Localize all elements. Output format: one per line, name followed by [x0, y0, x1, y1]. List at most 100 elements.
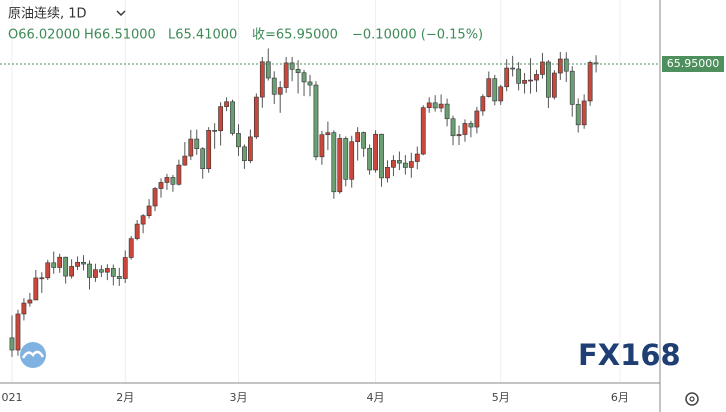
candle-body — [581, 100, 587, 126]
x-tick-label: 3月 — [229, 391, 247, 404]
legend-value: O66.02000 — [8, 28, 80, 43]
candle-body — [569, 70, 575, 105]
candle-body — [450, 118, 456, 137]
candle-body — [307, 81, 313, 86]
candle-body — [540, 61, 545, 75]
candle-body — [224, 101, 229, 107]
candle-body — [146, 205, 152, 216]
candle-body — [51, 262, 57, 268]
candle-body — [15, 313, 21, 351]
candle-body — [242, 146, 247, 162]
candle-body — [158, 182, 164, 189]
candle-body — [349, 141, 355, 180]
candle-body — [176, 164, 182, 185]
candle-body — [528, 79, 533, 82]
candle-body — [587, 62, 593, 102]
last-price-label: 65.95000 — [667, 57, 720, 70]
candle-body — [230, 101, 235, 134]
candle-body — [283, 62, 289, 88]
candle-body — [516, 68, 521, 84]
x-tick-label: 4月 — [367, 391, 385, 404]
legend-value: 收=65.95000 — [252, 28, 338, 43]
legend-value: L65.41000 — [168, 28, 237, 43]
candle-body — [248, 136, 253, 162]
candle-body — [498, 86, 504, 102]
candle-body — [456, 134, 462, 137]
candle-body — [444, 103, 450, 120]
candle-body — [188, 138, 194, 157]
candle-body — [361, 132, 367, 149]
candle-body — [194, 138, 200, 150]
candle-body — [295, 68, 301, 74]
candle-body — [504, 67, 510, 88]
candle-body — [110, 268, 116, 277]
candle-body — [265, 61, 271, 79]
candle-body — [522, 80, 527, 84]
candle-body — [391, 160, 396, 168]
candle-body — [164, 177, 170, 183]
candle-body — [75, 262, 80, 267]
candle-body — [81, 262, 86, 265]
candle-body — [259, 61, 265, 98]
candle-body — [385, 166, 390, 179]
candle-body — [480, 96, 486, 112]
candle-body — [408, 161, 414, 168]
watermark: FX168 — [578, 338, 681, 372]
candle-body — [510, 67, 516, 70]
settings-icon[interactable] — [685, 392, 699, 406]
legend-value: H66.51000 — [84, 28, 156, 43]
candle-body — [557, 58, 563, 74]
candle-body — [9, 337, 15, 351]
candle-body — [200, 148, 206, 169]
candle-body — [218, 106, 223, 132]
candle-body — [414, 153, 420, 162]
candle-body — [563, 58, 569, 72]
candle-body — [116, 276, 122, 279]
candle-body — [21, 302, 27, 315]
candle-body — [367, 147, 372, 171]
candle-body — [379, 133, 384, 179]
candle-body — [492, 78, 498, 102]
candle-body — [128, 238, 134, 258]
candle-body — [426, 102, 432, 108]
candle-body — [206, 130, 212, 169]
candle-body — [170, 177, 176, 185]
candle-body — [373, 133, 378, 171]
candle-body — [45, 262, 51, 279]
candle-body — [289, 62, 295, 70]
candle-body — [271, 77, 277, 95]
candle-body — [468, 123, 474, 128]
candle-body — [402, 162, 408, 168]
chart-title: 原油连续, 1D — [8, 6, 87, 22]
candles — [9, 48, 599, 357]
candle-body — [140, 215, 146, 225]
candle-body — [212, 130, 218, 132]
candle-body — [134, 223, 140, 239]
candle-body — [99, 269, 104, 273]
candle-body — [33, 277, 39, 301]
candle-body — [462, 123, 468, 135]
grid — [11, 0, 621, 383]
candle-body — [486, 78, 492, 97]
candle-body — [551, 72, 557, 98]
candle-body — [319, 134, 325, 158]
x-tick-label: 6月 — [611, 391, 629, 404]
candle-body — [57, 256, 63, 268]
last-price-box — [662, 55, 724, 72]
candle-body — [325, 132, 331, 135]
candle-body — [301, 72, 307, 83]
candle-body — [474, 110, 480, 128]
candle-body — [343, 138, 349, 180]
candle-body — [534, 74, 539, 81]
candle-body — [331, 132, 337, 193]
candle-body — [122, 257, 128, 279]
candle-body — [87, 263, 92, 278]
candle-body — [236, 133, 241, 148]
candle-body — [420, 107, 426, 155]
x-tick-label: 5月 — [492, 391, 510, 404]
cloud-icon — [20, 342, 46, 368]
chevron-icon[interactable] — [116, 10, 126, 16]
candle-body — [182, 155, 188, 166]
candle-body — [69, 266, 74, 277]
